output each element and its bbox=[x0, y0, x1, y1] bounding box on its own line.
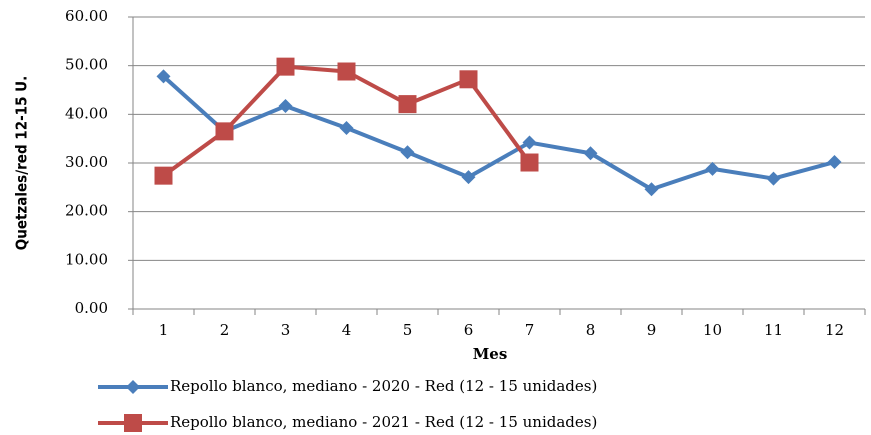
data-point bbox=[459, 70, 478, 89]
x-tick-label: 1 bbox=[159, 321, 169, 339]
y-tick-label: 10.00 bbox=[65, 250, 108, 268]
x-tick-label: 9 bbox=[647, 321, 657, 339]
data-point bbox=[461, 170, 476, 185]
x-tick-label: 5 bbox=[403, 321, 413, 339]
data-point bbox=[215, 122, 234, 141]
x-tick-label: 11 bbox=[764, 321, 783, 339]
legend-label: Repollo blanco, mediano - 2020 - Red (12… bbox=[170, 377, 597, 395]
data-point bbox=[520, 153, 539, 172]
data-point bbox=[154, 166, 173, 185]
series-line bbox=[162, 74, 836, 192]
data-point bbox=[522, 135, 537, 150]
y-tick-label: 60.00 bbox=[65, 7, 108, 25]
legend-marker bbox=[126, 380, 140, 394]
data-point bbox=[644, 182, 659, 197]
data-point bbox=[766, 171, 781, 186]
data-point bbox=[705, 161, 720, 176]
x-axis-label: Mes bbox=[473, 345, 508, 363]
data-point bbox=[337, 62, 356, 81]
x-tick-label: 12 bbox=[825, 321, 844, 339]
y-axis-label: Quetzales/red 12-15 U. bbox=[13, 76, 31, 251]
data-point bbox=[400, 145, 415, 160]
x-tick-label: 8 bbox=[586, 321, 596, 339]
data-point bbox=[398, 95, 417, 114]
data-point bbox=[827, 155, 842, 170]
x-tick-label: 7 bbox=[525, 321, 535, 339]
data-point bbox=[278, 99, 293, 114]
data-point bbox=[339, 120, 354, 135]
x-tick-label: 6 bbox=[464, 321, 474, 339]
x-tick-label: 3 bbox=[281, 321, 291, 339]
data-point bbox=[276, 57, 295, 76]
x-tick-label: 4 bbox=[342, 321, 352, 339]
legend-label: Repollo blanco, mediano - 2021 - Red (12… bbox=[170, 413, 597, 431]
legend-marker bbox=[124, 414, 142, 432]
x-tick-label: 2 bbox=[220, 321, 230, 339]
y-tick-label: 50.00 bbox=[65, 56, 108, 74]
y-tick-label: 0.00 bbox=[75, 299, 108, 317]
data-point bbox=[583, 146, 598, 161]
y-tick-label: 40.00 bbox=[65, 104, 108, 122]
y-tick-label: 30.00 bbox=[65, 153, 108, 171]
data-point bbox=[156, 69, 171, 84]
y-tick-label: 20.00 bbox=[65, 202, 108, 220]
x-tick-label: 10 bbox=[703, 321, 722, 339]
